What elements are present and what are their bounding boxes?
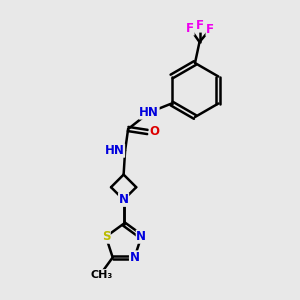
Text: S: S <box>102 230 110 243</box>
Text: HN: HN <box>139 106 159 119</box>
Text: F: F <box>186 22 194 35</box>
Text: O: O <box>149 125 159 139</box>
Text: CH₃: CH₃ <box>90 270 112 280</box>
Text: N: N <box>136 230 146 243</box>
Text: F: F <box>206 23 214 36</box>
Text: N: N <box>118 193 129 206</box>
Text: N: N <box>130 251 140 264</box>
Text: HN: HN <box>105 144 124 157</box>
Text: F: F <box>196 19 203 32</box>
